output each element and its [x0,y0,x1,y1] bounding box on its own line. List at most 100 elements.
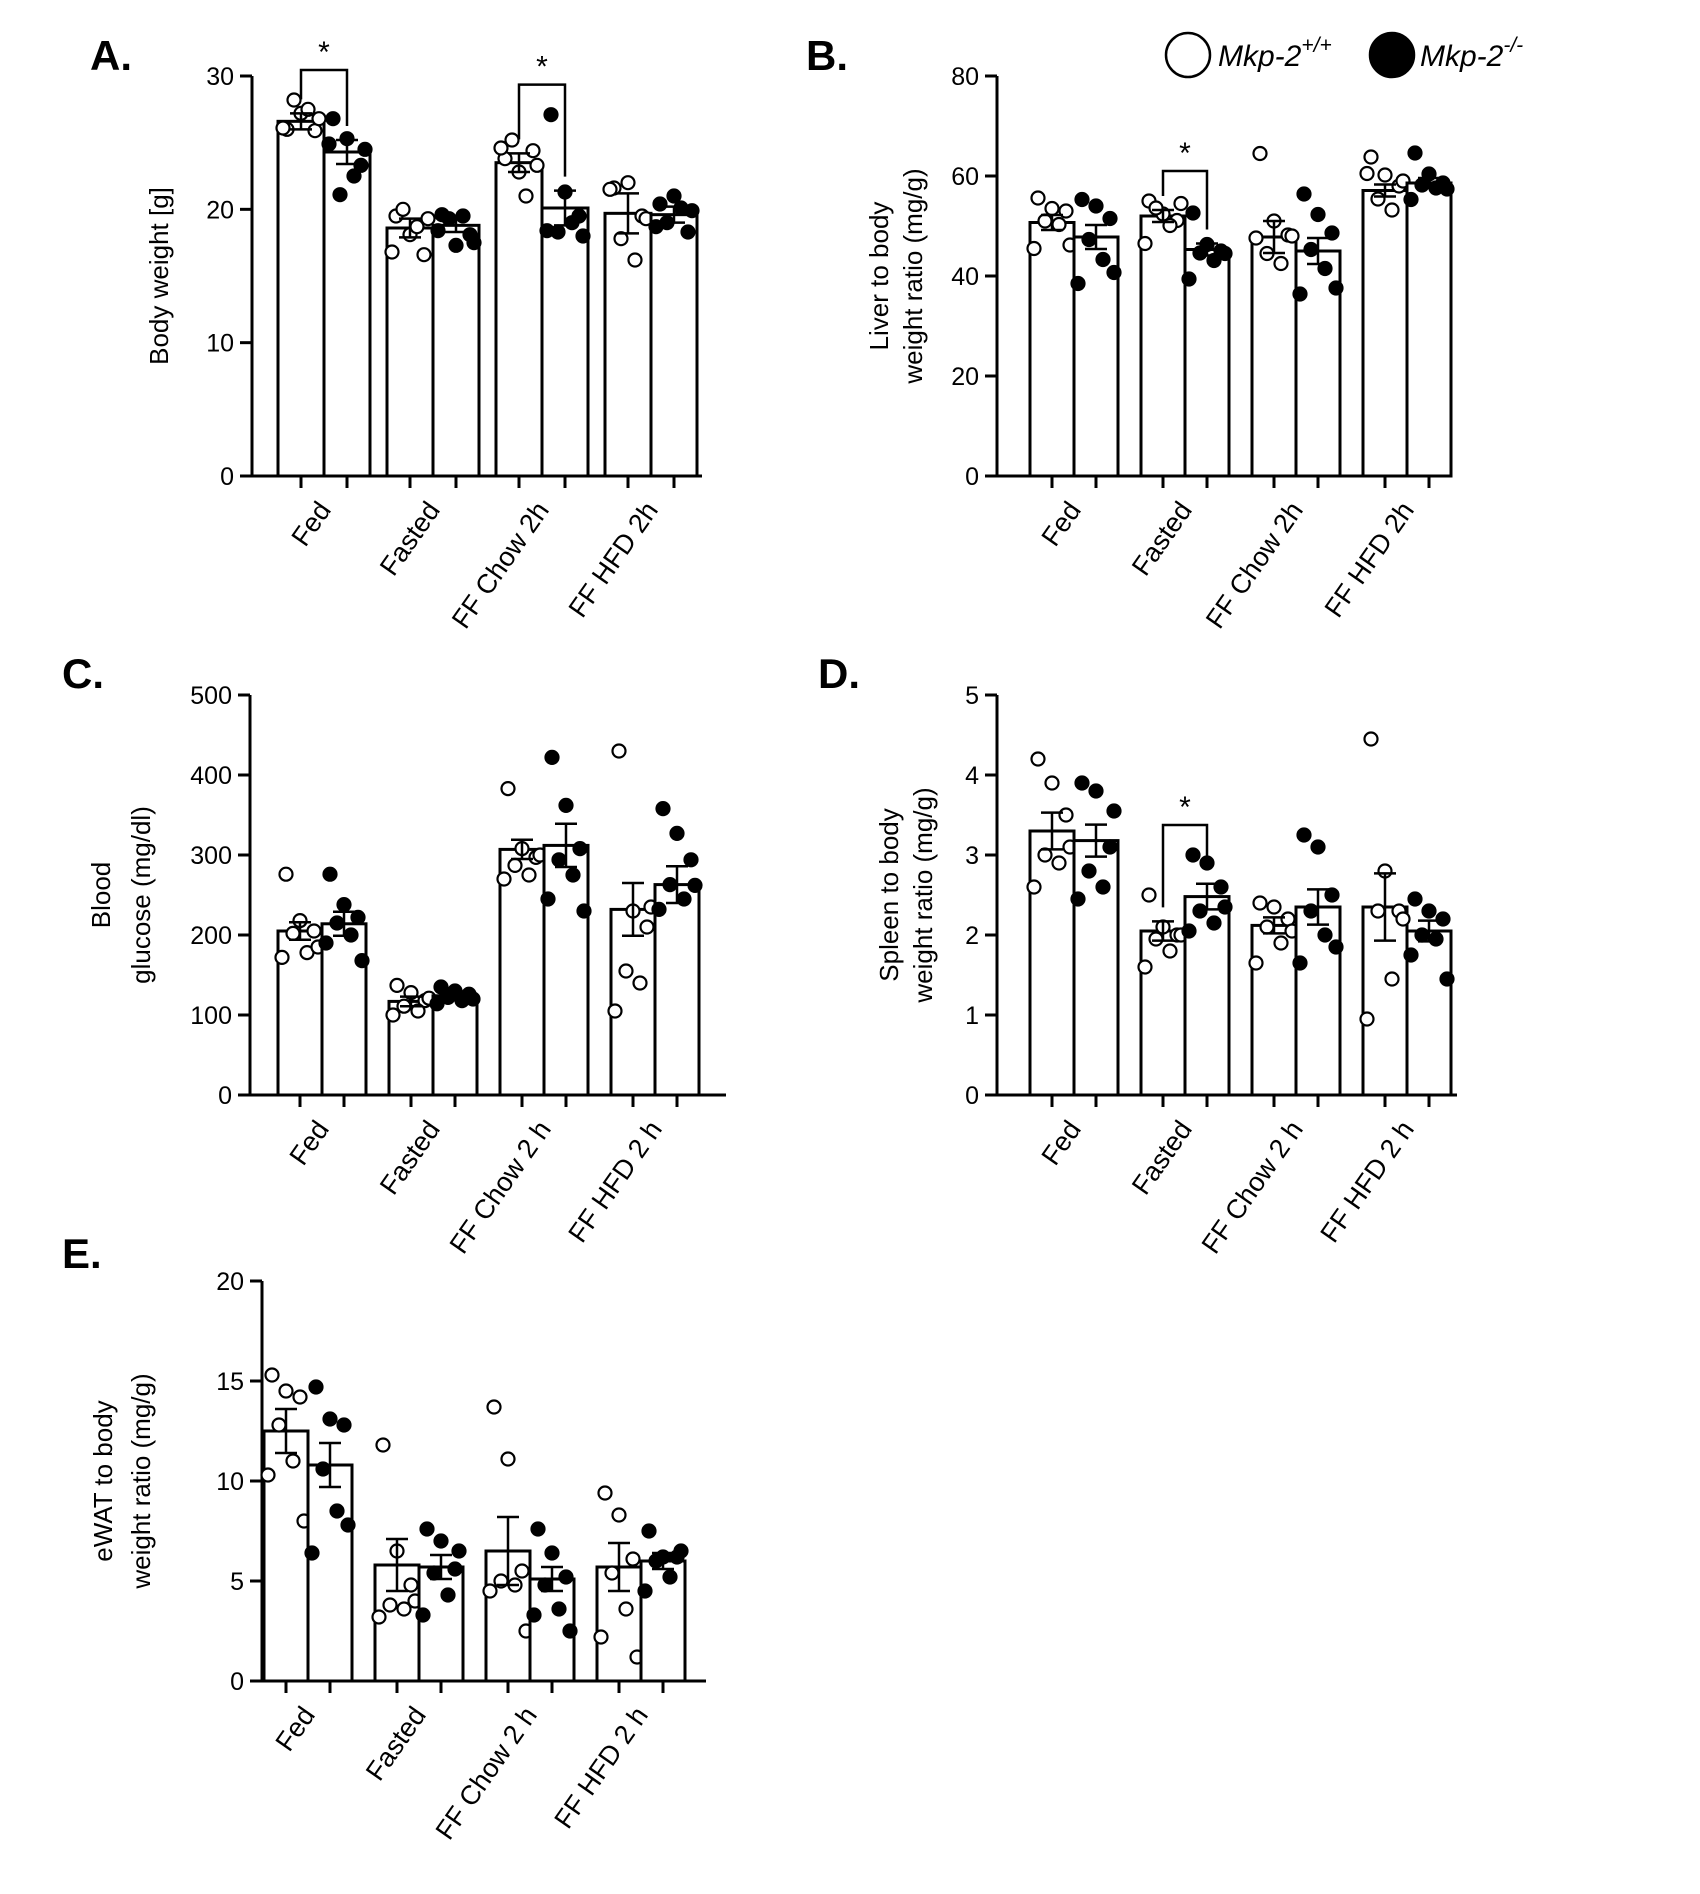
data-point-wt [620,175,636,191]
legend-label-wt: Mkp-2+/+ [1218,34,1332,73]
data-point-ko [1435,911,1451,927]
data-point-wt [1148,931,1164,947]
data-point-wt [486,1399,502,1415]
y-tick-label: 100 [190,1002,232,1030]
data-point-ko [544,749,560,766]
data-point-ko [1192,245,1208,261]
y-axis-title: Spleen to body [874,808,904,981]
data-point-ko [562,1623,578,1639]
data-point-wt [410,1003,426,1019]
bar-ko [1072,839,1120,1097]
data-point-wt [420,211,436,227]
bar-ko [639,1559,687,1683]
bar-wt [498,847,546,1097]
category-label: Fed [1036,496,1087,551]
data-point-ko [655,800,671,817]
data-point-ko [1074,775,1090,791]
data-point-ko [315,1461,331,1477]
y-axis-title: Body weight [g] [144,187,174,365]
data-point-ko [1328,280,1344,296]
data-point-wt [1173,195,1189,212]
data-point-wt [1248,230,1264,246]
data-point-wt [395,201,411,217]
data-point-ko [1439,181,1455,197]
category-label: Fasted [1126,1115,1198,1200]
bar-wt [609,907,657,1097]
chart-panel-c: C. 0 100 200 300 400 500 Blood glucose (mg/dl) Fe… [62,650,726,1259]
data-point-ko [1296,827,1312,843]
chart-panel-d: D. 0 1 2 3 4 5 Spleen to body weight ratio (mg/g… [818,650,1457,1259]
data-point-ko [683,852,699,868]
data-point-ko [1303,241,1319,258]
bar-ko [1405,181,1453,478]
y-tick-label: 500 [190,682,232,710]
y-tick-label: 10 [206,330,234,358]
data-point-wt [1137,235,1153,252]
data-point-wt [292,1389,308,1405]
data-point-wt [496,871,512,887]
data-point-ko [526,1607,542,1623]
data-point-wt [1363,149,1379,165]
data-point-wt [264,1367,280,1383]
data-point-wt [1273,255,1289,272]
data-point-ko [558,1569,574,1585]
data-point-ko [433,979,449,995]
data-point-wt [1370,903,1386,919]
data-point-ko [551,852,567,868]
y-tick-label: 20 [206,196,234,224]
data-point-ko [430,223,446,239]
data-point-ko [1074,191,1090,208]
data-point-wt [500,780,516,797]
bar-wt [1139,214,1187,478]
data-point-ko [576,903,592,919]
data-point-wt [285,925,301,942]
data-point-ko [1185,205,1201,221]
y-axis-title: weight ratio (mg/g) [126,1373,156,1589]
data-point-ko [1095,879,1111,895]
significance-star: * [536,51,548,84]
data-point-ko [1324,225,1340,241]
data-point-wt [1037,213,1053,229]
data-point-wt [611,743,627,759]
category-label: Fed [286,496,337,551]
significance-bracket [1161,169,1209,230]
data-point-ko [669,825,685,842]
significance-bracket [517,83,567,177]
y-tick-label: 0 [218,1082,232,1110]
data-point-ko [1192,903,1208,919]
data-point-ko [648,1553,664,1569]
panel-letter: B. [806,32,848,79]
data-point-wt [1137,959,1153,975]
y-tick-label: 60 [951,163,979,191]
data-point-ko [1081,231,1097,248]
significance-star: * [1179,791,1191,824]
data-point-ko [1070,275,1086,292]
data-point-ko [1181,271,1197,287]
data-point-ko [662,1569,678,1585]
data-point-ko [1088,783,1104,799]
data-point-wt [482,1583,498,1599]
data-point-ko [419,1521,435,1537]
data-point-wt [371,1609,387,1625]
bar-ko [649,213,699,478]
data-point-ko [641,1523,657,1539]
data-point-ko [687,877,703,894]
significance-star: * [1179,137,1191,170]
data-point-ko [1106,803,1122,819]
data-point-ko [1206,252,1222,269]
data-point-ko [666,188,682,204]
data-point-ko [637,1583,653,1599]
y-axis-title: Blood [86,862,116,929]
data-point-ko [1102,210,1118,227]
data-point-ko [318,935,334,951]
y-tick-label: 4 [965,762,979,790]
data-point-wt [1252,145,1268,162]
data-point-ko [1421,903,1437,919]
y-axis-title: weight ratio (mg/g) [898,168,928,384]
category-label: FF HFD 2h [563,496,664,623]
significance-star: * [318,36,330,69]
data-point-wt [593,1629,609,1645]
data-point-ko [1303,903,1319,919]
data-point-wt [416,247,432,263]
